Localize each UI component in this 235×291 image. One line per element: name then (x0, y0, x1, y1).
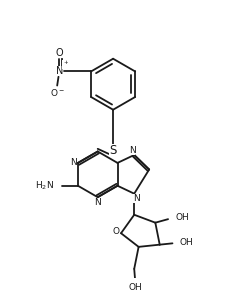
Text: O: O (112, 227, 119, 236)
Text: OH: OH (128, 283, 142, 291)
Text: N: N (129, 146, 135, 155)
Text: O$^-$: O$^-$ (50, 87, 65, 97)
Text: O: O (55, 47, 63, 58)
Text: N: N (70, 158, 77, 167)
Text: $^+$: $^+$ (63, 60, 70, 69)
Text: OH: OH (175, 213, 189, 222)
Text: H$_2$N: H$_2$N (35, 180, 54, 192)
Text: N: N (56, 66, 63, 77)
Text: N: N (133, 194, 140, 203)
Text: OH: OH (180, 238, 193, 247)
Text: S: S (110, 144, 117, 157)
Text: N: N (94, 198, 101, 207)
